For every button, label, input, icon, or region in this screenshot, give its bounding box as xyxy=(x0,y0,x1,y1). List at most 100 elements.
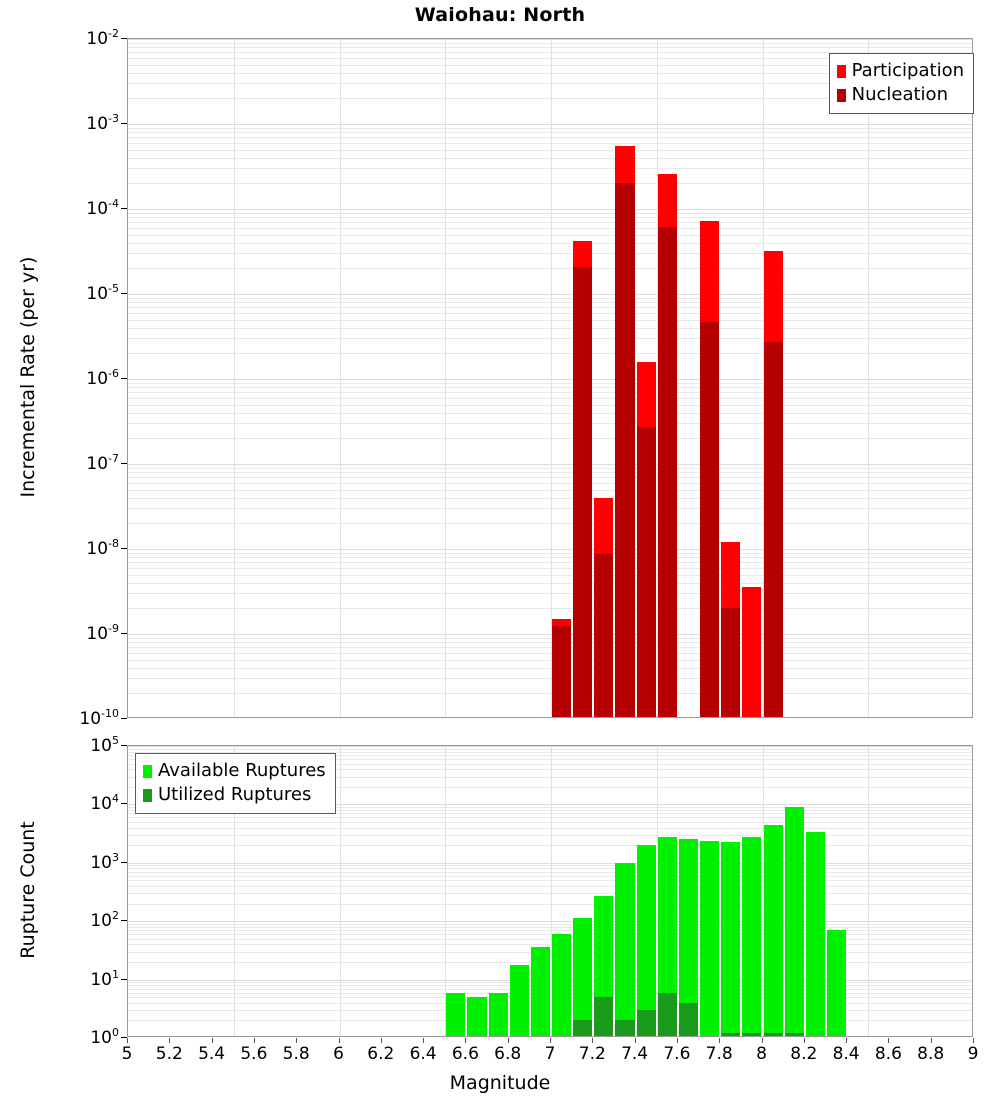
grid-line-minor xyxy=(128,749,972,750)
top-legend: Participation Nucleation xyxy=(828,53,974,114)
available-ruptures-bar xyxy=(678,838,699,1036)
legend-label: Participation xyxy=(851,60,964,81)
grid-line-minor xyxy=(128,562,972,563)
grid-line-vertical xyxy=(340,746,341,1036)
available-ruptures-bar xyxy=(509,964,529,1036)
grid-line-major xyxy=(128,39,972,40)
y-tick-mark xyxy=(121,745,127,746)
x-tick-label: 7.4 xyxy=(621,1044,649,1064)
legend-item: Available Ruptures xyxy=(143,759,326,783)
x-tick-mark xyxy=(635,1038,636,1043)
grid-line-minor xyxy=(128,47,972,48)
grid-line-minor xyxy=(128,893,972,894)
x-tick-mark xyxy=(846,1038,847,1043)
available-ruptures-bar xyxy=(700,840,720,1036)
utilized-ruptures-bar xyxy=(742,1033,762,1036)
legend-item: Utilized Ruptures xyxy=(143,783,326,807)
legend-swatch-icon xyxy=(836,88,846,102)
grid-line-major xyxy=(128,804,972,805)
utilized-ruptures-bar xyxy=(636,1010,656,1036)
x-tick-label: 8.6 xyxy=(874,1044,902,1064)
grid-line-major xyxy=(128,634,972,635)
grid-line-minor xyxy=(128,755,972,756)
grid-line-major xyxy=(128,209,972,210)
x-tick-mark xyxy=(888,1038,889,1043)
y-tick-label: 103 xyxy=(90,850,119,873)
grid-line-minor xyxy=(128,222,972,223)
y-tick-label: 10-3 xyxy=(86,112,119,134)
grid-line-minor xyxy=(128,228,972,229)
grid-line-minor xyxy=(128,886,972,887)
x-tick-mark xyxy=(931,1038,932,1043)
grid-line-minor xyxy=(128,924,972,925)
x-tick-label: 6.2 xyxy=(367,1044,395,1064)
grid-line-minor xyxy=(128,243,972,244)
top-plot-area xyxy=(128,39,972,717)
x-tick-mark xyxy=(973,1038,974,1043)
utilized-ruptures-bar xyxy=(594,997,614,1036)
utilized-ruptures-bar xyxy=(657,992,677,1036)
x-tick-mark xyxy=(296,1038,297,1043)
grid-line-minor xyxy=(128,787,972,788)
x-tick-mark xyxy=(423,1038,424,1043)
grid-line-minor xyxy=(128,438,972,439)
grid-line-minor xyxy=(128,845,972,846)
y-tick-label: 100 xyxy=(90,1026,119,1048)
y-tick-mark xyxy=(121,978,127,980)
grid-line-vertical xyxy=(551,39,552,717)
grid-line-minor xyxy=(128,668,972,669)
grid-line-minor xyxy=(128,557,972,558)
grid-line-minor xyxy=(128,813,972,814)
y-tick-label: 10-10 xyxy=(79,707,119,729)
grid-line-major xyxy=(128,124,972,125)
grid-line-minor xyxy=(128,777,972,778)
grid-line-minor xyxy=(128,498,972,499)
available-ruptures-bar xyxy=(763,824,783,1036)
y-tick-label: 10-8 xyxy=(86,537,119,559)
grid-line-minor xyxy=(128,993,972,994)
y-tick-mark xyxy=(121,378,127,379)
grid-line-minor xyxy=(128,217,972,218)
available-ruptures-bar xyxy=(721,841,741,1036)
grid-line-minor xyxy=(128,828,972,829)
available-ruptures-bar xyxy=(467,997,487,1036)
nucleation-bar xyxy=(742,717,761,718)
grid-line-minor xyxy=(128,392,972,393)
y-tick-label: 104 xyxy=(90,792,119,815)
y-tick-mark xyxy=(121,1037,127,1038)
y-tick-mark xyxy=(121,463,127,464)
grid-line-minor xyxy=(128,835,972,836)
nucleation-bar xyxy=(552,625,572,717)
grid-line-minor xyxy=(128,98,972,99)
grid-line-minor xyxy=(128,880,972,881)
grid-line-vertical xyxy=(445,746,446,1036)
top-y-axis-label: Incremental Rate (per yr) xyxy=(17,256,39,498)
available-ruptures-bar xyxy=(805,831,825,1036)
x-tick-label: 5.6 xyxy=(240,1044,268,1064)
grid-line-minor xyxy=(128,132,972,133)
y-tick-mark xyxy=(121,803,127,805)
grid-line-minor xyxy=(128,927,972,928)
nucleation-bar xyxy=(700,321,720,717)
x-tick-label: 7.8 xyxy=(705,1044,733,1064)
y-tick-mark xyxy=(121,861,127,863)
grid-line-minor xyxy=(128,158,972,159)
grid-line-minor xyxy=(128,1003,972,1004)
x-axis-label: Magnitude xyxy=(449,1072,551,1094)
y-tick-mark xyxy=(121,548,127,549)
grid-line-minor xyxy=(128,752,972,753)
x-tick-label: 9 xyxy=(967,1044,979,1064)
grid-line-minor xyxy=(128,982,972,983)
y-tick-label: 10-4 xyxy=(86,197,119,219)
grid-line-minor xyxy=(128,58,972,59)
x-tick-label: 8.8 xyxy=(917,1044,945,1064)
grid-line-minor xyxy=(128,962,972,963)
grid-line-vertical xyxy=(551,746,552,1036)
y-tick-label: 10-6 xyxy=(86,367,119,389)
grid-line-minor xyxy=(128,575,972,576)
legend-swatch-icon xyxy=(836,64,846,78)
grid-line-minor xyxy=(128,483,972,484)
nucleation-bar xyxy=(636,427,656,717)
grid-line-minor xyxy=(128,83,972,84)
